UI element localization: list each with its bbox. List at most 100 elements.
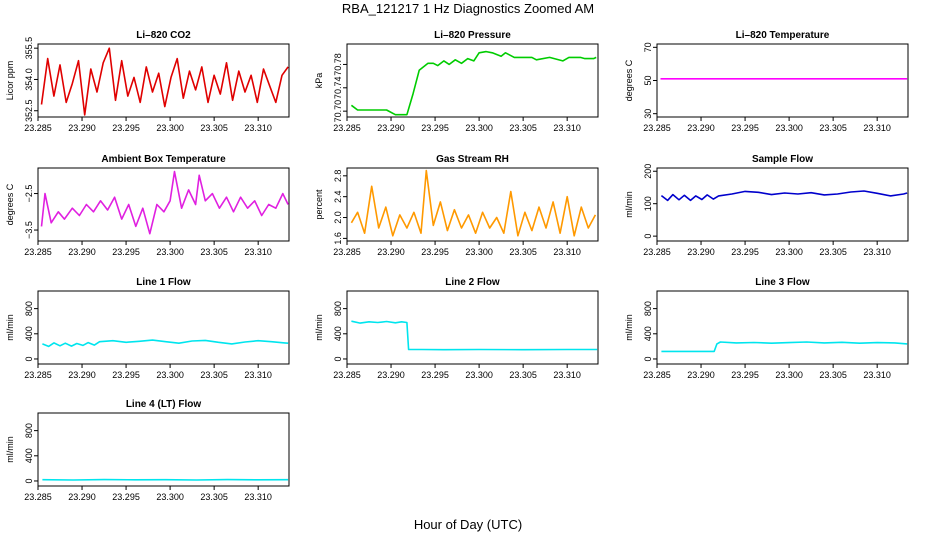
plot-frame	[37, 290, 290, 365]
x-tick-label: 23.310	[553, 247, 581, 257]
chart-panel-3: Li–820 Temperature 23.285 23.290 23.295 23.3…	[624, 30, 909, 133]
panel-title: Li–820 CO2	[136, 30, 191, 41]
y-tick-label: 400	[333, 326, 343, 341]
x-tick-label: 23.295	[421, 370, 449, 380]
series-line	[42, 339, 289, 348]
x-tick-label: 23.310	[244, 247, 272, 257]
x-tick-label: 23.300	[775, 370, 803, 380]
x-tick-label: 23.300	[465, 370, 493, 380]
y-tick-label: 0	[643, 356, 653, 361]
x-tick-label: 23.295	[731, 247, 759, 257]
x-tick-label: 23.310	[863, 247, 891, 257]
x-tick-label: 23.300	[465, 247, 493, 257]
y-tick-label: 70.70	[333, 100, 343, 123]
x-tick-label: 23.285	[24, 370, 52, 380]
x-tick-label: 23.290	[68, 123, 96, 133]
x-tick-label: 23.295	[112, 123, 140, 133]
panel-title: Line 1 Flow	[136, 277, 191, 288]
x-tick-label: 23.305	[509, 370, 537, 380]
y-axis-title: degrees C	[624, 59, 634, 101]
x-tick-label: 23.305	[200, 123, 228, 133]
x-axis-title: Hour of Day (UTC)	[413, 517, 523, 532]
y-tick-label: 354.0	[24, 68, 34, 91]
plot-frame	[656, 290, 909, 365]
plot-frame	[346, 167, 599, 242]
series-line	[40, 47, 289, 116]
x-tick-label: 23.290	[68, 247, 96, 257]
x-tick-label: 23.305	[509, 247, 537, 257]
chart-panel-1: Li–820 CO2 23.285 23.290 23.295 23.300 23.305…	[5, 30, 290, 133]
x-tick-label: 23.295	[731, 123, 759, 133]
y-tick-label: −3.5	[24, 221, 34, 239]
series-line	[351, 320, 598, 351]
panel-title: Line 2 Flow	[445, 277, 500, 288]
y-tick-label: 70	[643, 42, 653, 52]
x-tick-label: 23.290	[377, 123, 405, 133]
x-tick-label: 23.295	[112, 247, 140, 257]
y-tick-label: 30	[643, 109, 653, 119]
y-tick-label: 400	[24, 326, 34, 341]
chart-panel-8: Line 2 Flow 23.285 23.290 23.295 23.300 23.30…	[314, 277, 599, 380]
plot-frame	[37, 43, 290, 118]
x-tick-label: 23.285	[643, 247, 671, 257]
y-tick-label: 352.5	[24, 99, 34, 122]
y-axis-title: ml/min	[5, 314, 15, 341]
y-tick-label: 800	[643, 301, 653, 316]
plot-frame	[656, 167, 909, 242]
x-tick-label: 23.305	[200, 492, 228, 502]
x-tick-label: 23.295	[112, 370, 140, 380]
chart-panel-9: Line 3 Flow 23.285 23.290 23.295 23.300 23.30…	[624, 277, 909, 380]
x-tick-label: 23.310	[553, 370, 581, 380]
x-tick-label: 23.290	[687, 370, 715, 380]
x-tick-label: 23.300	[775, 123, 803, 133]
y-tick-label: 800	[333, 301, 343, 316]
x-tick-label: 23.295	[731, 370, 759, 380]
y-tick-label: 1.6	[333, 232, 343, 245]
x-tick-label: 23.290	[68, 492, 96, 502]
y-tick-label: 0	[643, 234, 653, 239]
y-axis-title: percent	[314, 189, 324, 220]
x-tick-label: 23.305	[200, 370, 228, 380]
y-tick-label: 355.5	[24, 37, 34, 60]
y-axis-title: kPa	[314, 73, 324, 89]
x-tick-label: 23.290	[687, 123, 715, 133]
y-tick-label: 200	[643, 164, 653, 179]
x-tick-label: 23.290	[687, 247, 715, 257]
panel-title: Gas Stream RH	[436, 154, 509, 165]
y-axis-title: ml/min	[5, 436, 15, 463]
panel-title: Li–820 Pressure	[434, 30, 511, 41]
x-tick-label: 23.300	[156, 123, 184, 133]
panel-title: Line 3 Flow	[755, 277, 810, 288]
x-tick-label: 23.300	[465, 123, 493, 133]
x-tick-label: 23.310	[244, 492, 272, 502]
x-tick-label: 23.305	[819, 247, 847, 257]
x-tick-label: 23.310	[244, 370, 272, 380]
y-tick-label: 2.8	[333, 170, 343, 183]
chart-panel-6: Sample Flow 23.285 23.290 23.295 23.300 23.30…	[624, 154, 909, 257]
plot-frame	[656, 43, 909, 118]
x-tick-label: 23.285	[333, 247, 361, 257]
series-line	[660, 190, 908, 202]
y-tick-label: 0	[333, 356, 343, 361]
x-tick-label: 23.310	[863, 123, 891, 133]
y-axis-title: ml/min	[624, 314, 634, 341]
x-tick-label: 23.305	[819, 370, 847, 380]
chart-panel-10: Line 4 (LT) Flow 23.285 23.290 23.295 23.300…	[5, 399, 290, 502]
y-tick-label: 2.4	[333, 190, 343, 203]
plot-frame	[346, 290, 599, 365]
x-tick-label: 23.300	[775, 247, 803, 257]
x-tick-label: 23.290	[377, 247, 405, 257]
panel-title: Sample Flow	[752, 154, 813, 165]
y-tick-label: 0	[24, 478, 34, 483]
figure-title: RBA_121217 1 Hz Diagnostics Zoomed AM	[341, 1, 595, 16]
y-axis-title: degrees C	[5, 183, 15, 225]
x-tick-label: 23.285	[24, 247, 52, 257]
x-tick-label: 23.295	[421, 123, 449, 133]
y-tick-label: 50	[643, 75, 653, 85]
x-tick-label: 23.285	[24, 492, 52, 502]
chart-panel-5: Gas Stream RH 23.285 23.290 23.295 23.300 23.…	[314, 154, 599, 257]
x-tick-label: 23.285	[643, 370, 671, 380]
x-tick-label: 23.300	[156, 492, 184, 502]
y-tick-label: 70.74	[333, 77, 343, 100]
x-tick-label: 23.310	[553, 123, 581, 133]
